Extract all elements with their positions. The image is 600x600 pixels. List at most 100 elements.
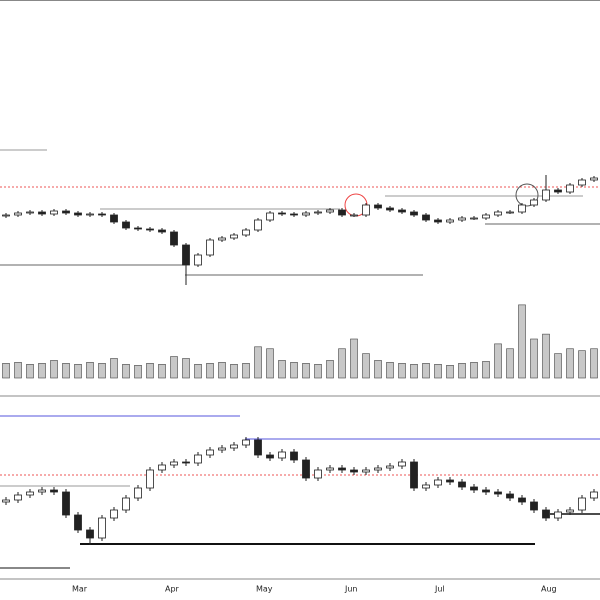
- volume-bar: [506, 348, 514, 379]
- volume-bar: [530, 338, 538, 379]
- volume-bar: [2, 363, 10, 379]
- candle-body: [422, 214, 430, 221]
- volume-bar: [110, 358, 118, 379]
- candle-body: [278, 212, 286, 215]
- x-tick-label: May: [256, 585, 273, 594]
- candle-body: [302, 212, 310, 216]
- volume-bar: [170, 356, 178, 379]
- candle-body: [2, 499, 10, 503]
- volume-bar: [290, 362, 298, 379]
- volume-bar: [74, 364, 82, 379]
- candle-body: [290, 451, 298, 461]
- candle-body: [578, 179, 586, 186]
- candle-body: [26, 211, 34, 214]
- candle-body: [482, 489, 490, 493]
- volume-bar: [182, 358, 190, 379]
- volume-bar: [326, 360, 334, 379]
- candle-body: [266, 212, 274, 221]
- x-tick-label: Apr: [165, 585, 180, 594]
- volume-bar: [350, 338, 358, 379]
- candle-body: [578, 497, 586, 511]
- candle-body: [170, 231, 178, 246]
- volume-bar: [590, 348, 598, 379]
- candle-body: [374, 467, 382, 471]
- candle-body: [458, 481, 466, 488]
- candle-body: [326, 467, 334, 471]
- candle-body: [386, 465, 394, 469]
- candle-body: [554, 511, 562, 519]
- candle-body: [230, 234, 238, 239]
- volume-bar: [14, 362, 22, 379]
- candle-body: [362, 204, 370, 216]
- candle-body: [50, 489, 58, 493]
- volume-bar: [542, 333, 550, 379]
- x-tick-label: Aug: [541, 585, 557, 594]
- candle-body: [338, 209, 346, 216]
- candle-body: [158, 229, 166, 233]
- volume-bar: [554, 353, 562, 379]
- volume-bar: [266, 348, 274, 379]
- volume-bar: [398, 363, 406, 379]
- volume-bar: [134, 365, 142, 379]
- candle-body: [206, 239, 214, 256]
- volume-bar: [470, 362, 478, 379]
- candle-body: [290, 213, 298, 216]
- candle-body: [206, 449, 214, 456]
- candle-body: [494, 211, 502, 216]
- volume-bar: [494, 343, 502, 379]
- volume-bar: [26, 364, 34, 379]
- candle-body: [182, 244, 190, 266]
- candle-body: [242, 439, 250, 446]
- candle-body: [2, 214, 10, 217]
- candle-body: [218, 237, 226, 241]
- candle-body: [590, 177, 598, 181]
- candle-body: [398, 209, 406, 213]
- candle-body: [350, 214, 358, 217]
- volume-bar: [482, 361, 490, 379]
- candle-body: [446, 219, 454, 223]
- candle-body: [446, 479, 454, 483]
- candle-body: [230, 444, 238, 449]
- marker-circle: [515, 183, 539, 207]
- candle-body: [422, 484, 430, 489]
- volume-bar: [410, 364, 418, 379]
- candle-body: [194, 254, 202, 266]
- volume-bar: [194, 364, 202, 379]
- candle-body: [518, 497, 526, 503]
- candle-body: [506, 211, 514, 214]
- volume-bar: [314, 364, 322, 379]
- candle-body: [326, 209, 334, 213]
- volume-bar: [254, 346, 262, 379]
- candle-body: [566, 184, 574, 193]
- volume-bar: [98, 363, 106, 379]
- candle-body: [242, 229, 250, 236]
- volume-bar: [278, 360, 286, 379]
- candle-body: [554, 189, 562, 193]
- candle-body: [314, 469, 322, 479]
- candle-body: [410, 461, 418, 489]
- candle-body: [254, 439, 262, 456]
- candle-body: [374, 204, 382, 209]
- candle-body: [338, 467, 346, 471]
- candle-body: [62, 210, 70, 214]
- candle-body: [494, 491, 502, 495]
- candle-body: [542, 509, 550, 519]
- volume-bar: [578, 350, 586, 379]
- candle-body: [170, 461, 178, 466]
- candle-body: [434, 219, 442, 223]
- volume-bar: [146, 363, 154, 379]
- volume-bar: [242, 363, 250, 379]
- volume-bar: [518, 304, 526, 379]
- candle-body: [74, 212, 82, 216]
- volume-bar: [62, 363, 70, 379]
- candle-body: [182, 461, 190, 464]
- candle-body: [314, 211, 322, 214]
- candle-body: [62, 491, 70, 516]
- candle-body: [14, 494, 22, 501]
- candle-body: [110, 214, 118, 223]
- volume-bar: [566, 348, 574, 379]
- candle-body: [218, 447, 226, 451]
- candle-body: [50, 210, 58, 215]
- candle-body: [362, 469, 370, 473]
- candle-body: [134, 487, 142, 499]
